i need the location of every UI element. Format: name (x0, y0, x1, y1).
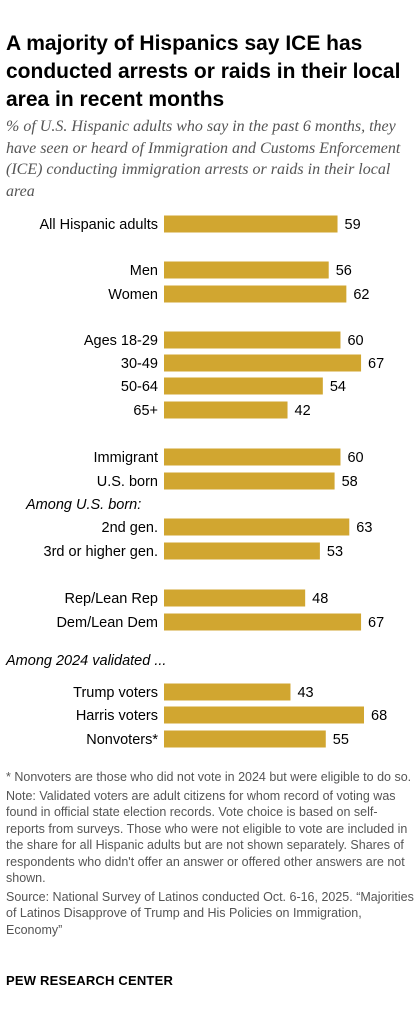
bar-ages-18-29 (164, 331, 341, 349)
chart-title: A majority of Hispanics say ICE has cond… (6, 32, 401, 111)
category-label-ages-18-29: Ages 18-29 (84, 333, 158, 349)
footnote-source: Source: National Survey of Latinos condu… (6, 889, 414, 937)
value-label-dem-lean-dem: 67 (368, 615, 384, 631)
value-label-30-49: 67 (368, 356, 384, 372)
bar-65 (164, 401, 288, 419)
category-label-3rd-or-higher-gen: 3rd or higher gen. (44, 544, 158, 560)
value-label-rep-lean-rep: 48 (312, 591, 328, 607)
category-label-65: 65+ (133, 403, 158, 419)
category-label-all-hispanic-adults: All Hispanic adults (40, 217, 158, 233)
category-label-u-s-born: U.S. born (97, 474, 158, 490)
chart-subtitle: % of U.S. Hispanic adults who say in the… (6, 118, 401, 200)
value-label-immigrant: 60 (347, 450, 363, 466)
category-label-trump-voters: Trump voters (73, 685, 158, 701)
bar-u-s-born (164, 472, 335, 490)
category-label-women: Women (108, 287, 158, 303)
bar-3rd-or-higher-gen (164, 542, 320, 560)
value-label-men: 56 (336, 263, 352, 279)
value-label-nonvoters: 55 (333, 732, 349, 748)
bar-rep-lean-rep (164, 589, 306, 607)
bar-dem-lean-dem (164, 613, 362, 631)
value-label-65: 42 (295, 403, 311, 419)
bar-women (164, 285, 347, 303)
value-label-harris-voters: 68 (371, 708, 387, 724)
category-label-rep-lean-rep: Rep/Lean Rep (64, 591, 158, 607)
bar-trump-voters (164, 683, 291, 701)
footnotes: * Nonvoters are those who did not vote i… (6, 769, 416, 940)
bar-immigrant (164, 448, 341, 466)
category-label-dem-lean-dem: Dem/Lean Dem (56, 615, 158, 631)
category-label-30-49: 30-49 (121, 356, 158, 372)
group-label-2: Among 2024 validated ... (5, 653, 166, 669)
bar-harris-voters (164, 706, 364, 724)
bar-men (164, 261, 329, 279)
bar-2nd-gen (164, 518, 350, 536)
value-label-u-s-born: 58 (342, 474, 358, 490)
bar-all-hispanic-adults (164, 215, 338, 233)
group-label-1: Among U.S. born: (25, 497, 141, 513)
value-label-3rd-or-higher-gen: 53 (327, 544, 343, 560)
footnote-note: Note: Validated voters are adult citizen… (6, 788, 408, 886)
bar-50-64 (164, 377, 323, 395)
value-label-all-hispanic-adults: 59 (345, 217, 361, 233)
category-label-men: Men (130, 263, 158, 279)
category-label-nonvoters: Nonvoters* (86, 732, 158, 748)
value-label-ages-18-29: 60 (347, 333, 363, 349)
category-label-immigrant: Immigrant (94, 450, 158, 466)
footnote-nonvoters: * Nonvoters are those who did not vote i… (6, 770, 412, 784)
bar-30-49 (164, 354, 362, 372)
bar-nonvoters (164, 730, 326, 748)
value-label-women: 62 (353, 287, 369, 303)
brand-logo-text: PEW RESEARCH CENTER (6, 973, 174, 988)
category-label-2nd-gen: 2nd gen. (102, 520, 158, 536)
category-label-50-64: 50-64 (121, 379, 158, 395)
value-label-50-64: 54 (330, 379, 346, 395)
value-label-trump-voters: 43 (297, 685, 313, 701)
value-label-2nd-gen: 63 (356, 520, 372, 536)
category-label-harris-voters: Harris voters (76, 708, 158, 724)
